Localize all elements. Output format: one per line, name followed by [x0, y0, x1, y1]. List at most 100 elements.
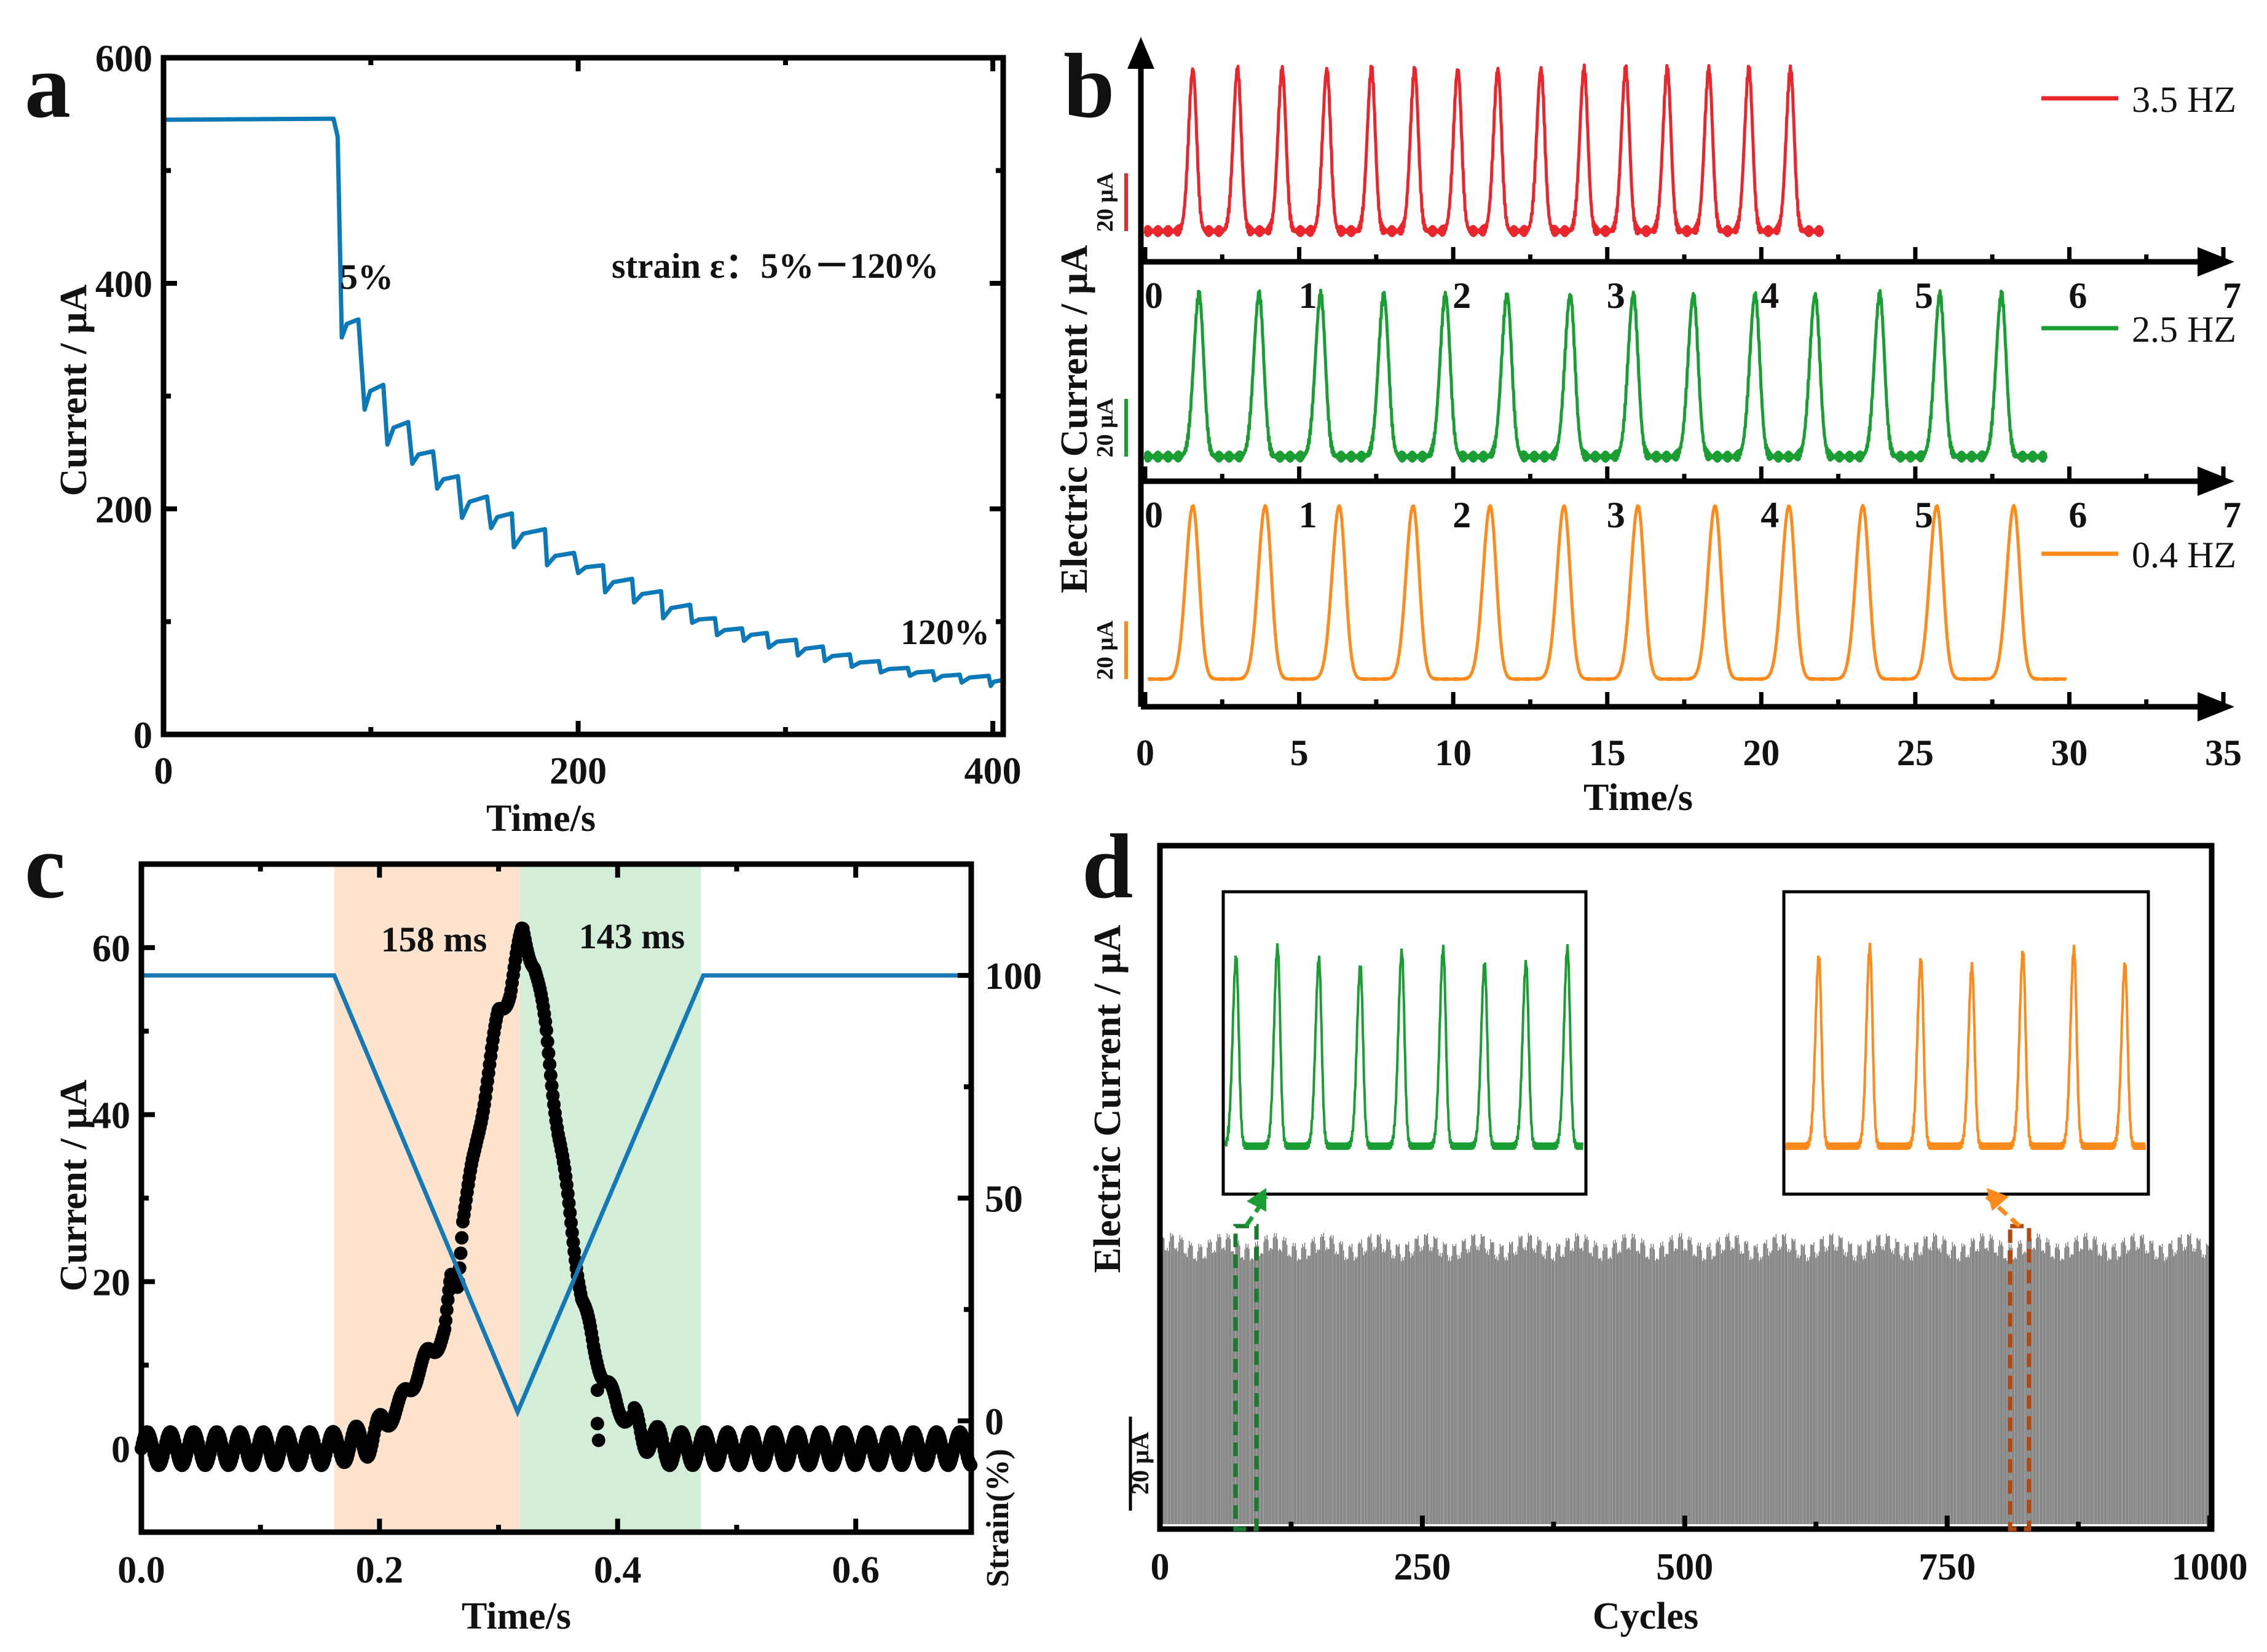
legend-label: 0.4 HZ: [2132, 535, 2236, 575]
x-tick-label: 750: [1918, 1546, 1976, 1588]
arrow-head-icon: [1987, 1188, 2009, 1211]
x-axis-title: Time/s: [1583, 777, 1693, 819]
x-tick-label: 1000: [2172, 1546, 2248, 1588]
x-tick-label: 2: [1453, 275, 1471, 316]
scale-bar-label: 20 µA: [1092, 172, 1118, 232]
data-point: [564, 1216, 578, 1230]
current-points: [135, 921, 978, 1473]
y-tick-label: 20: [92, 1262, 130, 1304]
region-label-rise: 158 ms: [381, 919, 487, 959]
x-tick-label: 4: [1760, 275, 1779, 316]
y-tick-label: 60: [92, 928, 130, 970]
annotation-120pct: 120%: [901, 612, 990, 652]
x-tick-label: 6: [2068, 495, 2087, 535]
panel-d: 0 250 500 750 1000 20 µA Cycles: [1126, 843, 2248, 1637]
zoom-arrow: [1244, 1195, 1268, 1227]
x-tick-label: 500: [1656, 1546, 1713, 1588]
inset-signal: [1785, 942, 2146, 1150]
x-tick-label: 6: [2068, 275, 2087, 316]
y-axis-title: Electric Current / µA: [1054, 245, 1095, 593]
y-tick-label: 0: [133, 715, 152, 757]
inset-signal: [1224, 943, 1583, 1150]
y-tick-label: 0: [111, 1429, 130, 1471]
panel-letter-c: c: [25, 816, 66, 918]
x-tick-label: 7: [2223, 495, 2241, 535]
x-tick-label: 5: [1915, 495, 1933, 535]
x-tick-label: 0: [1145, 495, 1163, 535]
y2-axis-title: Strain(%): [980, 1449, 1015, 1587]
data-point: [440, 1303, 454, 1317]
data-point: [591, 1433, 605, 1447]
panel-c: 158 ms 143 ms 0.0 0.2 0.4 0.6 0 20 40 60 0 50 100 Tim…: [92, 861, 1042, 1637]
arrow-head-icon: [1247, 1188, 1266, 1212]
x-axis-arrow-icon: [2198, 247, 2234, 277]
data-point: [539, 1023, 553, 1037]
signal-3-5-HZ: [1143, 63, 1824, 237]
data-point: [590, 1417, 604, 1431]
data-point: [543, 1068, 558, 1082]
x-tick-label: 0.4: [594, 1549, 642, 1591]
data-point: [590, 1383, 604, 1398]
panel-letter-b: b: [1063, 35, 1114, 137]
panel-letter-d: d: [1082, 816, 1133, 918]
x-tick-label: 25: [1897, 733, 1934, 773]
y2-tick-label: 100: [985, 956, 1042, 997]
x-axis-arrow-icon: [2198, 692, 2234, 722]
y-tick-label: 600: [95, 38, 152, 80]
data-point: [545, 1079, 559, 1093]
y-axis-title: Current / µA: [53, 285, 95, 497]
data-point: [542, 1046, 556, 1060]
data-point: [543, 1057, 557, 1071]
panel-b: 0 1 2 3 4 5 6 7 20 µA 3.5 HZ 0 1 2 3 4 5 6 7 20 µA 2.5 HZ 0 5…: [1092, 37, 2242, 819]
panel-letter-a: a: [25, 35, 71, 137]
x-tick-label: 200: [550, 750, 607, 792]
x-tick-label: 0.6: [832, 1549, 880, 1591]
annotation-5pct: 5%: [340, 257, 393, 297]
data-point: [439, 1313, 453, 1328]
x-tick-label: 10: [1435, 733, 1472, 773]
x-axis-title: Time/s: [486, 798, 596, 840]
x-tick-label: 15: [1589, 733, 1626, 773]
scale-bar-label: 20 µA: [1126, 1432, 1154, 1495]
x-tick-label: 3: [1607, 495, 1625, 535]
annotation-strain-range: strain ε：5%－120%: [612, 246, 939, 286]
x-tick-label: 0.2: [356, 1549, 404, 1591]
x-tick-label: 2: [1453, 495, 1471, 535]
y-tick-label: 400: [95, 264, 152, 305]
cycling-signal: [1161, 1232, 2210, 1524]
y-tick-label: 200: [95, 489, 152, 531]
x-tick-label: 0: [1145, 275, 1163, 316]
data-point: [563, 1206, 577, 1220]
x-tick-label: 5: [1915, 275, 1933, 316]
x-tick-label: 5: [1290, 733, 1309, 773]
strain-line: [141, 973, 971, 1418]
signal-2-5-HZ: [1143, 288, 2048, 463]
x-axis-title: Time/s: [462, 1595, 571, 1637]
x-tick-label: 400: [964, 750, 1022, 792]
x-tick-label: 3: [1607, 275, 1625, 316]
legend-label: 2.5 HZ: [2132, 309, 2236, 350]
data-point: [454, 1246, 468, 1261]
scale-bar-label: 20 µA: [1092, 620, 1118, 680]
scale-bar-label: 20 µA: [1092, 398, 1118, 457]
x-tick-label: 0: [1151, 1546, 1170, 1588]
legend-label: 3.5 HZ: [2132, 79, 2236, 120]
y-tick-label: 40: [92, 1095, 130, 1137]
signal-0-4-HZ: [1147, 503, 2067, 682]
data-point: [455, 1231, 469, 1245]
x-tick-label: 35: [2205, 733, 2242, 773]
x-axis-arrow-icon: [2198, 466, 2234, 496]
x-tick-label: 30: [2051, 733, 2088, 773]
current-line: [163, 116, 1002, 688]
data-point: [540, 1035, 554, 1048]
x-tick-label: 20: [1743, 733, 1780, 773]
region-label-recovery: 143 ms: [579, 916, 685, 956]
x-tick-label: 250: [1394, 1546, 1451, 1588]
y-axis-title: Electric Current / µA: [1087, 924, 1129, 1273]
x-axis-title: Cycles: [1593, 1595, 1698, 1637]
panel-a: 0 200 400 0 200 400 600 5% strain ε：5%－120% 120% T…: [95, 38, 1022, 840]
x-tick-label: 0: [154, 750, 173, 792]
y-axis-title: Current / µA: [53, 1080, 95, 1292]
y-axis-arrow-icon: [1127, 37, 1154, 69]
